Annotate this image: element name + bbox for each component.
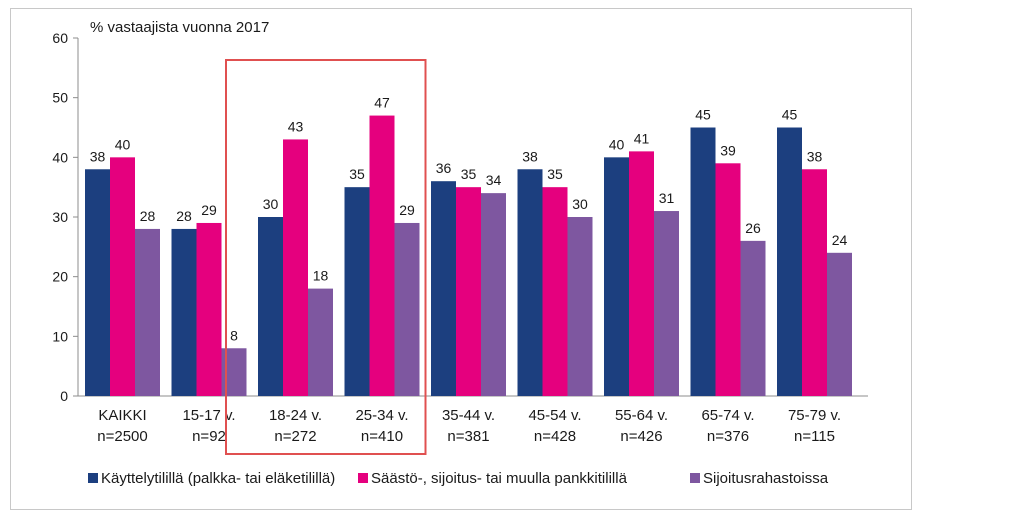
data-label: 47 (374, 95, 390, 111)
x-category-count: n=92 (192, 428, 226, 445)
x-category-count: n=410 (361, 428, 403, 445)
data-label: 45 (782, 107, 798, 123)
bar (481, 193, 506, 396)
bar (344, 187, 370, 396)
bar (690, 127, 716, 396)
legend-swatch (88, 473, 98, 483)
x-category-count: n=426 (620, 428, 662, 445)
y-tick-label: 60 (52, 30, 68, 46)
data-label: 40 (115, 136, 131, 152)
x-category-label: 35-44 v. (442, 407, 495, 424)
data-label: 35 (547, 166, 563, 182)
y-tick-label: 30 (52, 209, 68, 225)
data-label: 30 (263, 196, 279, 212)
data-label: 43 (288, 118, 304, 134)
bar (110, 157, 135, 396)
x-category-label: 65-74 v. (701, 407, 754, 424)
bar (171, 228, 197, 396)
x-category-count: n=381 (447, 428, 489, 445)
x-category-label: 55-64 v. (615, 407, 668, 424)
y-tick-label: 0 (60, 388, 68, 404)
data-label: 35 (461, 166, 477, 182)
legend-swatch (358, 473, 368, 483)
y-tick-label: 20 (52, 269, 68, 285)
bar (196, 222, 222, 396)
data-label: 38 (522, 148, 538, 164)
data-label: 38 (807, 148, 823, 164)
x-category-count: n=376 (707, 428, 749, 445)
x-category-count: n=115 (794, 428, 835, 445)
data-label: 8 (230, 327, 238, 343)
bar (135, 228, 160, 396)
bar (517, 169, 543, 396)
legend-label: Sijoitusrahastoissa (703, 470, 829, 487)
x-category-label: 18-24 v. (269, 407, 322, 424)
bar (629, 151, 654, 396)
data-label: 24 (832, 232, 848, 248)
bar (369, 115, 395, 397)
x-category-count: n=428 (534, 428, 576, 445)
data-label: 39 (720, 142, 736, 158)
x-category-label: 75-79 v. (788, 407, 841, 424)
data-label: 29 (399, 202, 415, 218)
data-label: 28 (140, 208, 156, 224)
legend-swatch (690, 473, 700, 483)
bar (715, 163, 741, 396)
legend-label: Säästö-, sijoitus- tai muulla pankkitili… (371, 470, 628, 487)
bar (456, 187, 481, 396)
bar (394, 222, 420, 396)
data-label: 18 (313, 268, 329, 284)
data-label: 36 (436, 160, 452, 176)
bar (567, 217, 593, 396)
bar (827, 252, 852, 396)
data-label: 26 (745, 220, 761, 236)
data-label: 38 (90, 148, 106, 164)
data-label: 31 (659, 190, 675, 206)
data-label: 40 (609, 136, 625, 152)
data-label: 35 (349, 166, 365, 182)
bar (308, 288, 333, 396)
chart-title: % vastaajista vuonna 2017 (90, 19, 269, 36)
highlight-box (225, 59, 427, 455)
x-category-label: KAIKKI (98, 407, 146, 424)
bar (604, 157, 629, 396)
data-label: 28 (176, 208, 192, 224)
data-label: 45 (695, 107, 711, 123)
data-label: 30 (572, 196, 588, 212)
bar (802, 169, 827, 396)
y-tick-label: 50 (52, 90, 68, 106)
data-label: 41 (634, 130, 650, 146)
x-category-label: 45-54 v. (528, 407, 581, 424)
legend-label: Käyttelytilillä (palkka- tai eläketilill… (101, 470, 335, 487)
x-category-label: 25-34 v. (355, 407, 408, 424)
bar (542, 187, 568, 396)
bar (740, 240, 766, 396)
x-category-count: n=2500 (97, 428, 147, 445)
bar (85, 169, 110, 396)
y-tick-label: 10 (52, 328, 68, 344)
bar (654, 211, 679, 396)
x-category-label: 15-17 v. (182, 407, 235, 424)
data-label: 34 (486, 172, 502, 188)
data-label: 29 (201, 202, 217, 218)
bar (258, 217, 283, 396)
y-tick-label: 40 (52, 149, 68, 165)
bar (777, 127, 802, 396)
bar (283, 139, 308, 396)
bar (431, 181, 456, 396)
x-category-count: n=272 (274, 428, 316, 445)
